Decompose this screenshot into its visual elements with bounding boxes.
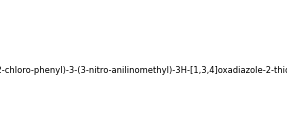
Text: 5-(2-chloro-phenyl)-3-(3-nitro-anilinomethyl)-3H-[1,3,4]oxadiazole-2-thione: 5-(2-chloro-phenyl)-3-(3-nitro-anilinome… <box>0 66 287 74</box>
